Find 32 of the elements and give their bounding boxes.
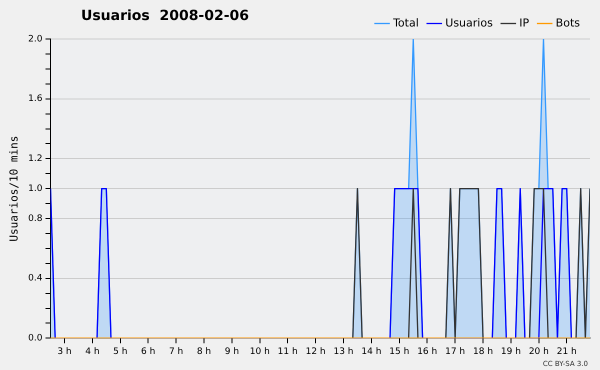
- x-tick-label: 6 h: [141, 346, 156, 357]
- x-tick-label: 21 h: [556, 346, 577, 357]
- legend-label: Bots: [556, 16, 580, 30]
- x-tick-label: 19 h: [500, 346, 521, 357]
- x-tick-label: 20 h: [528, 346, 549, 357]
- chart-title: Usuarios 2008-02-06: [80, 8, 250, 24]
- x-tick-label: 14 h: [361, 346, 382, 357]
- x-tick-label: 3 h: [57, 346, 72, 357]
- y-tick-label: 2.0: [28, 34, 43, 44]
- x-tick-label: 11 h: [278, 346, 298, 357]
- x-tick-label: 10 h: [250, 346, 270, 357]
- y-axis-title: Usuarios/10 mins: [7, 136, 20, 242]
- x-tick-label: 13 h: [333, 346, 354, 357]
- x-tick-label: 7 h: [168, 346, 184, 357]
- x-tick-label: 12 h: [306, 346, 326, 357]
- x-tick-label: 16 h: [417, 346, 438, 357]
- x-tick-label: 17 h: [445, 346, 466, 357]
- legend-label: Usuarios: [445, 16, 494, 30]
- legend-label: IP: [519, 16, 530, 30]
- y-tick-label: 1.2: [28, 154, 43, 164]
- x-tick-label: 8 h: [196, 346, 212, 357]
- x-tick-label: 9 h: [224, 346, 240, 357]
- y-tick-label: 0.0: [28, 334, 43, 344]
- x-tick-label: 15 h: [389, 346, 410, 357]
- legend-label: Total: [392, 16, 419, 30]
- x-tick-label: 18 h: [473, 346, 494, 357]
- y-tick-label: 0.8: [28, 214, 43, 224]
- y-tick-label: 0.4: [28, 274, 43, 284]
- x-tick-label: 4 h: [85, 346, 100, 357]
- y-tick-label: 1.0: [28, 184, 43, 194]
- x-tick-label: 5 h: [113, 346, 128, 357]
- y-tick-label: 1.6: [28, 94, 43, 104]
